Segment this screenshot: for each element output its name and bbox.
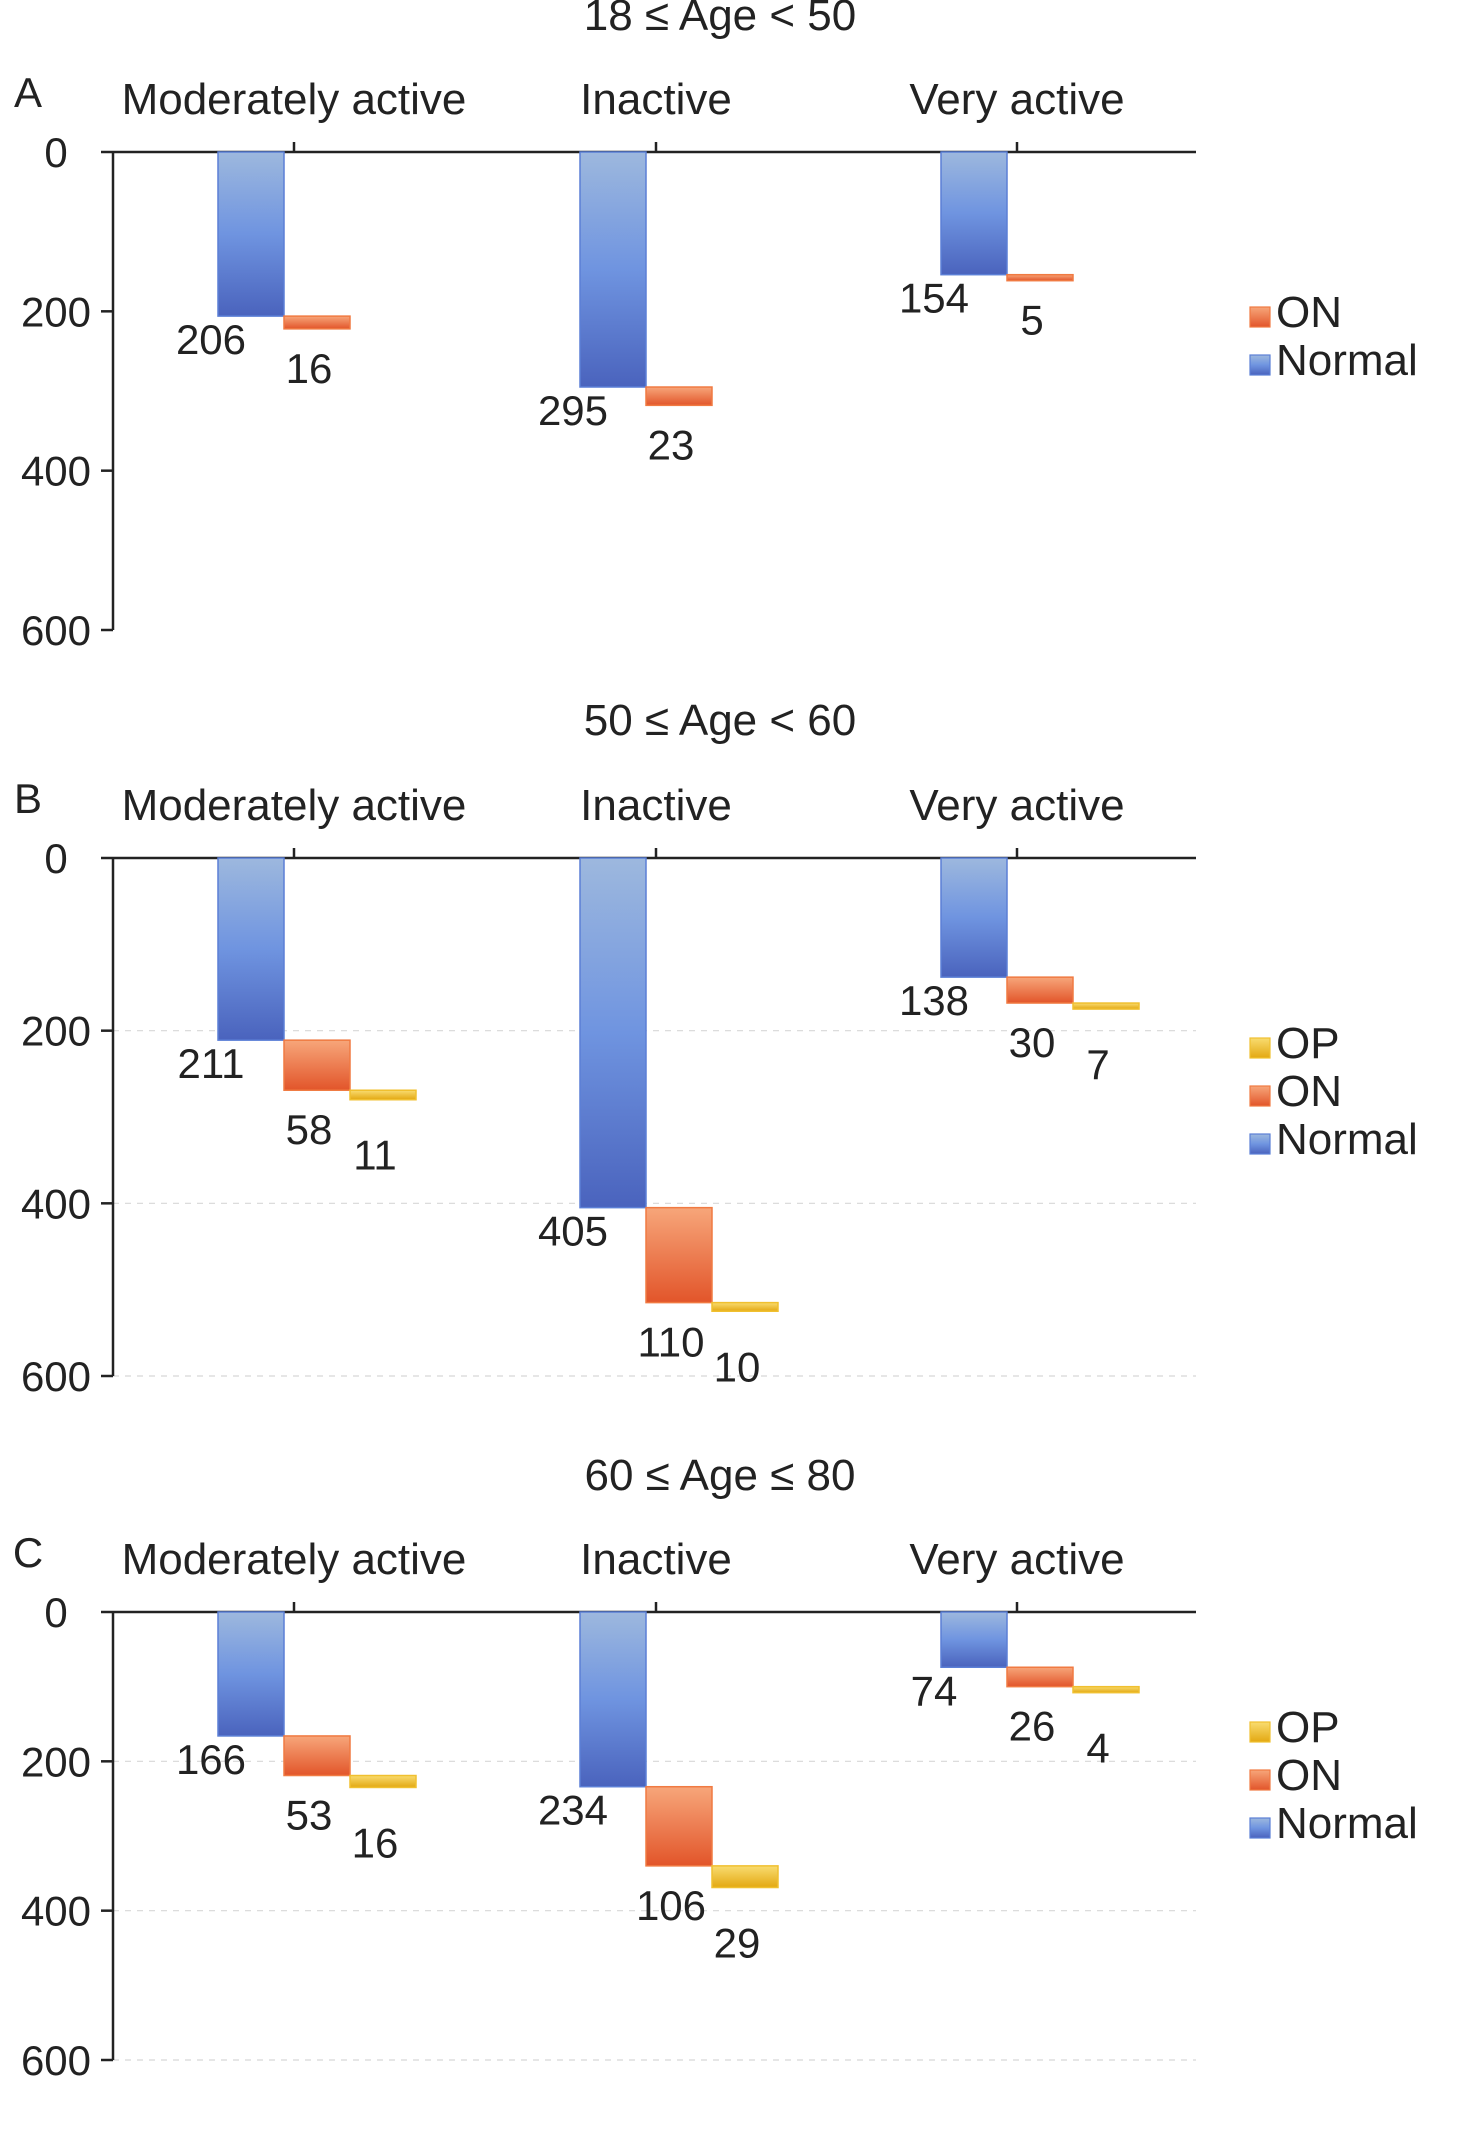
legend-label: Normal <box>1276 1115 1418 1164</box>
y-tick-label: 400 <box>21 1888 91 1935</box>
panel-b: 50 ≤ Age < 60 B0 200 400 600 Moderately activ… <box>14 696 1418 1400</box>
data-label: 58 <box>286 1106 333 1153</box>
data-label: 26 <box>1009 1703 1056 1750</box>
data-label: 10 <box>714 1343 761 1390</box>
data-label: 74 <box>911 1667 958 1714</box>
bar-normal <box>940 1611 1008 1669</box>
y-tick-label: 200 <box>21 1008 91 1055</box>
legend-swatch-on <box>1249 306 1271 328</box>
legend-label: Normal <box>1276 336 1418 385</box>
bar-normal <box>940 151 1008 276</box>
bar-on <box>1006 976 1074 1004</box>
legend-swatch-normal <box>1249 1817 1271 1839</box>
legend-label: ON <box>1276 1067 1342 1116</box>
bar-normal <box>579 1611 647 1788</box>
data-label: 23 <box>648 421 695 468</box>
data-label: 110 <box>638 1319 705 1366</box>
x-category-label: Very active <box>909 1535 1124 1584</box>
x-category-label: Moderately active <box>122 1535 467 1584</box>
y-tick-label: 600 <box>21 607 91 654</box>
legend-swatch-on <box>1249 1085 1271 1107</box>
chart-title: 50 ≤ Age < 60 <box>584 696 857 745</box>
bar-normal <box>579 151 647 388</box>
legend-label: OP <box>1276 1703 1340 1752</box>
data-label: 29 <box>714 1920 761 1967</box>
x-category-label: Inactive <box>580 1535 732 1584</box>
legend-label: Normal <box>1276 1799 1418 1848</box>
legend-label: OP <box>1276 1019 1340 1068</box>
data-label: 7 <box>1086 1041 1109 1088</box>
x-category-label: Very active <box>909 75 1124 124</box>
chart-title: 18 ≤ Age < 50 <box>584 0 857 40</box>
data-label: 405 <box>538 1208 608 1255</box>
data-label: 16 <box>286 345 333 392</box>
data-label: 11 <box>353 1132 397 1179</box>
legend-swatch-op <box>1249 1037 1271 1059</box>
panel-label: A <box>14 69 42 116</box>
bar-op <box>711 1301 779 1313</box>
data-label: 166 <box>176 1736 246 1783</box>
data-label: 53 <box>286 1792 333 1839</box>
legend-swatch-normal <box>1249 354 1271 376</box>
bar-op <box>1072 1002 1140 1010</box>
bar-normal <box>940 857 1008 978</box>
bar-op <box>349 1089 417 1101</box>
x-category-label: Very active <box>909 781 1124 830</box>
data-label: 295 <box>538 387 608 434</box>
bar-on <box>283 1735 351 1777</box>
bar-on <box>645 386 713 407</box>
bar-normal <box>579 857 647 1209</box>
bar-normal <box>217 857 285 1041</box>
y-tick-label: 600 <box>21 1353 91 1400</box>
data-label: 206 <box>176 316 246 363</box>
data-label: 30 <box>1009 1019 1056 1066</box>
bar-normal <box>217 1611 285 1737</box>
bar-normal <box>217 151 285 317</box>
bar-op <box>1072 1685 1140 1694</box>
legend-swatch-on <box>1249 1769 1271 1791</box>
y-tick-label: 0 <box>44 1589 67 1636</box>
y-tick-label: 0 <box>44 129 67 176</box>
y-tick-label: 200 <box>21 288 91 335</box>
y-tick-label: 0 <box>44 835 67 882</box>
data-label: 5 <box>1020 297 1043 344</box>
bar-op <box>711 1865 779 1889</box>
y-tick-label: 200 <box>21 1738 91 1785</box>
bar-on <box>645 1206 713 1304</box>
bar-on <box>1006 273 1074 282</box>
legend-label: ON <box>1276 288 1342 337</box>
panel-c: 60 ≤ Age ≤ 80 C0 200 400 600 Moderately activ… <box>13 1451 1418 2084</box>
panel-a: 18 ≤ Age < 50 A0 200 400 600 Moderately activ… <box>14 0 1418 654</box>
x-category-label: Inactive <box>580 75 732 124</box>
bar-on <box>283 1039 351 1091</box>
data-label: 138 <box>899 977 969 1024</box>
data-label: 4 <box>1086 1725 1109 1772</box>
chart-title: 60 ≤ Age ≤ 80 <box>585 1451 856 1500</box>
panel-label: C <box>13 1529 43 1576</box>
bar-on <box>645 1785 713 1867</box>
bar-op <box>349 1774 417 1789</box>
legend-label: ON <box>1276 1751 1342 1800</box>
legend-swatch-normal <box>1249 1133 1271 1155</box>
bar-on <box>1006 1666 1074 1688</box>
x-category-label: Inactive <box>580 781 732 830</box>
data-label: 154 <box>899 275 969 322</box>
x-category-label: Moderately active <box>122 781 467 830</box>
bar-on <box>283 315 351 330</box>
legend-swatch-op <box>1249 1721 1271 1743</box>
data-label: 211 <box>178 1040 245 1087</box>
data-label: 234 <box>538 1787 608 1834</box>
data-label: 16 <box>352 1819 399 1866</box>
y-tick-label: 600 <box>21 2037 91 2084</box>
y-tick-label: 400 <box>21 448 91 495</box>
x-category-label: Moderately active <box>122 75 467 124</box>
panel-label: B <box>14 775 42 822</box>
y-tick-label: 400 <box>21 1180 91 1227</box>
data-label: 106 <box>636 1882 706 1929</box>
